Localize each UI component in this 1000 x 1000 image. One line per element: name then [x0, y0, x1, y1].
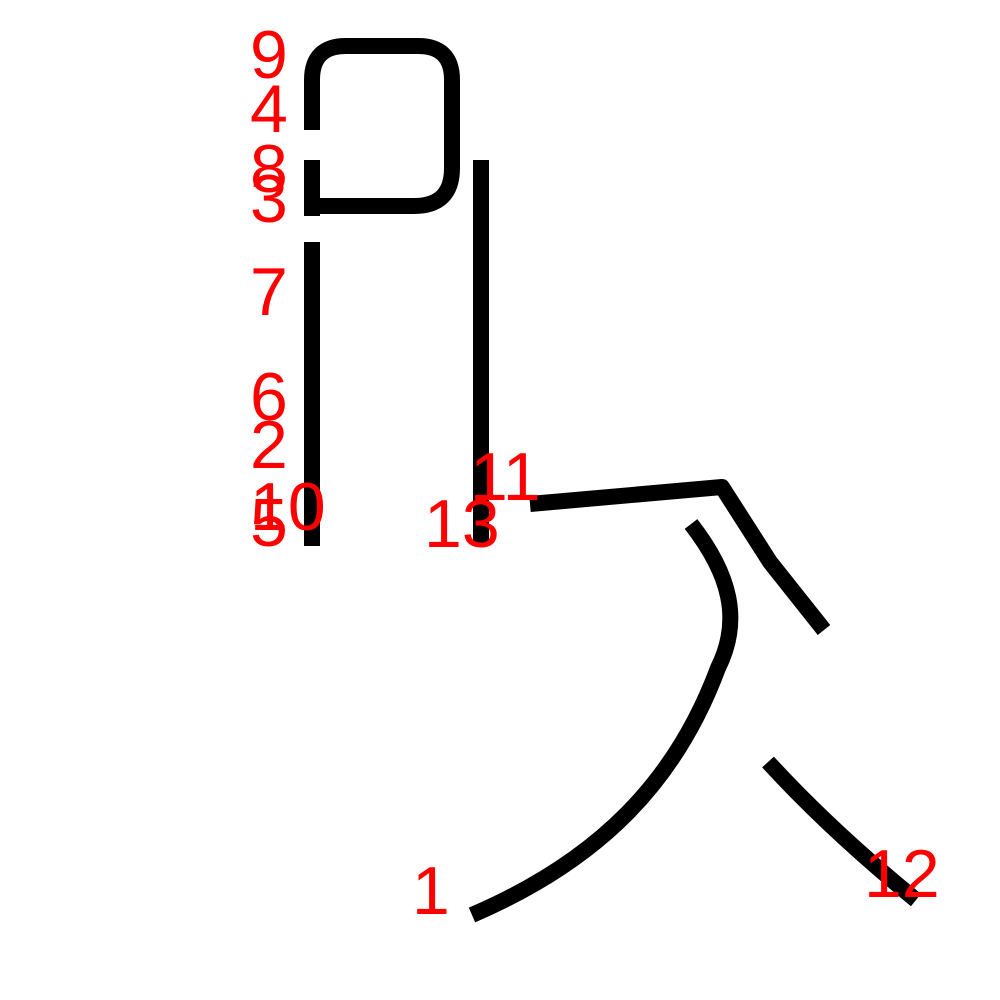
stroke-label-6: 6: [250, 359, 288, 435]
stroke-label-12: 12: [864, 836, 940, 912]
stroke-label-11: 11: [470, 439, 541, 515]
stroke-label-4: 4: [250, 71, 288, 147]
stroke-hook-top: [529, 479, 831, 635]
stroke-label-7: 7: [250, 254, 288, 330]
stroke-sweep-left: [468, 519, 739, 923]
stroke-label-9: 9: [250, 17, 288, 93]
stroke-label-8: 8: [250, 131, 288, 207]
stroke-label-3: 3: [250, 161, 288, 237]
stroke-label-1: 1: [412, 853, 450, 929]
stroke-label-2: 2: [250, 407, 288, 483]
stroke-label-13: 13: [424, 486, 500, 562]
stroke-box-upper: [304, 38, 460, 214]
stroke-label-5: 5: [250, 485, 288, 561]
stroke-sweep-right: [762, 756, 922, 907]
stroke-label-10: 10: [250, 469, 326, 545]
